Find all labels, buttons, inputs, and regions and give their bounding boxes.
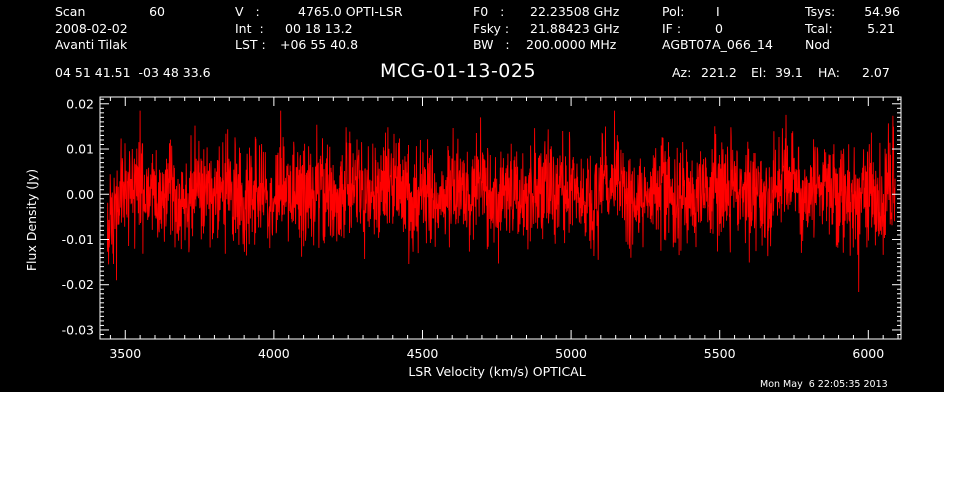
el-label: El:: [751, 65, 767, 80]
f0-label: F0 :: [473, 4, 505, 19]
observer-name: Avanti Tilak: [55, 37, 128, 52]
spectrum-chart: 3500 4000 4500 5000 5500 6000 -0.03 -0.02 -0.01 0…: [24, 96, 902, 379]
el-value: 39.1: [775, 65, 803, 80]
ha-label: HA:: [818, 65, 840, 80]
velocity-label: V :: [235, 4, 260, 19]
scan-label: Scan: [55, 4, 86, 19]
x-tick-label: 3500: [109, 346, 141, 361]
scan-value: 60: [149, 4, 165, 19]
int-value: 00 18 13.2: [285, 21, 353, 36]
obs-date: 2008-02-02: [55, 21, 128, 36]
tcal-label: Tcal:: [805, 21, 833, 36]
y-tick-label: -0.03: [62, 322, 94, 337]
x-tick-label: 4000: [258, 346, 290, 361]
fsky-label: Fsky :: [473, 21, 510, 36]
x-axis-label: LSR Velocity (km/s) OPTICAL: [408, 364, 585, 379]
source-coordinates: 04 51 41.51 -03 48 33.6: [55, 65, 211, 80]
lst-label: LST :: [235, 37, 266, 52]
y-tick-label: -0.02: [62, 277, 94, 292]
x-tick-label: 5500: [704, 346, 736, 361]
pol-value: I: [716, 4, 720, 19]
x-tick-label: 5000: [555, 346, 587, 361]
lst-value: +06 55 40.8: [280, 37, 359, 52]
project-id: AGBT07A_066_14: [662, 37, 773, 52]
az-value: 221.2: [701, 65, 737, 80]
y-tick-label: 0.00: [66, 187, 94, 202]
tcal-value: 5.21: [867, 21, 895, 36]
x-tick-label: 6000: [852, 346, 884, 361]
chart-title: MCG-01-13-025: [380, 60, 537, 82]
int-label: Int :: [235, 21, 264, 36]
plot-panel: Scan 60 2008-02-02 Avanti Tilak 04 51 41…: [0, 0, 944, 392]
timestamp: Mon May 6 22:05:35 2013: [760, 379, 888, 390]
tsys-label: Tsys:: [805, 4, 836, 19]
if-label: IF :: [662, 21, 682, 36]
bw-label: BW :: [473, 37, 510, 52]
y-tick-label: 0.02: [66, 96, 94, 111]
x-tick-label: 4500: [407, 346, 439, 361]
spectrum-series-line: [106, 110, 896, 293]
fsky-value: 21.88423 GHz: [530, 21, 620, 36]
f0-value: 22.23508 GHz: [530, 4, 620, 19]
bw-value: 200.0000 MHz: [526, 37, 617, 52]
velocity-value: 4765.0 OPTI-LSR: [298, 4, 403, 19]
y-axis-label: Flux Density (Jy): [24, 169, 39, 271]
tsys-value: 54.96: [864, 4, 900, 19]
y-tick-label: -0.01: [62, 232, 94, 247]
if-value: 0: [715, 21, 723, 36]
pol-label: Pol:: [662, 4, 685, 19]
y-tick-label: 0.01: [66, 142, 94, 157]
plot-frame: [99, 96, 902, 340]
az-label: Az:: [672, 65, 692, 80]
observing-mode: Nod: [805, 37, 830, 52]
ha-value: 2.07: [862, 65, 890, 80]
